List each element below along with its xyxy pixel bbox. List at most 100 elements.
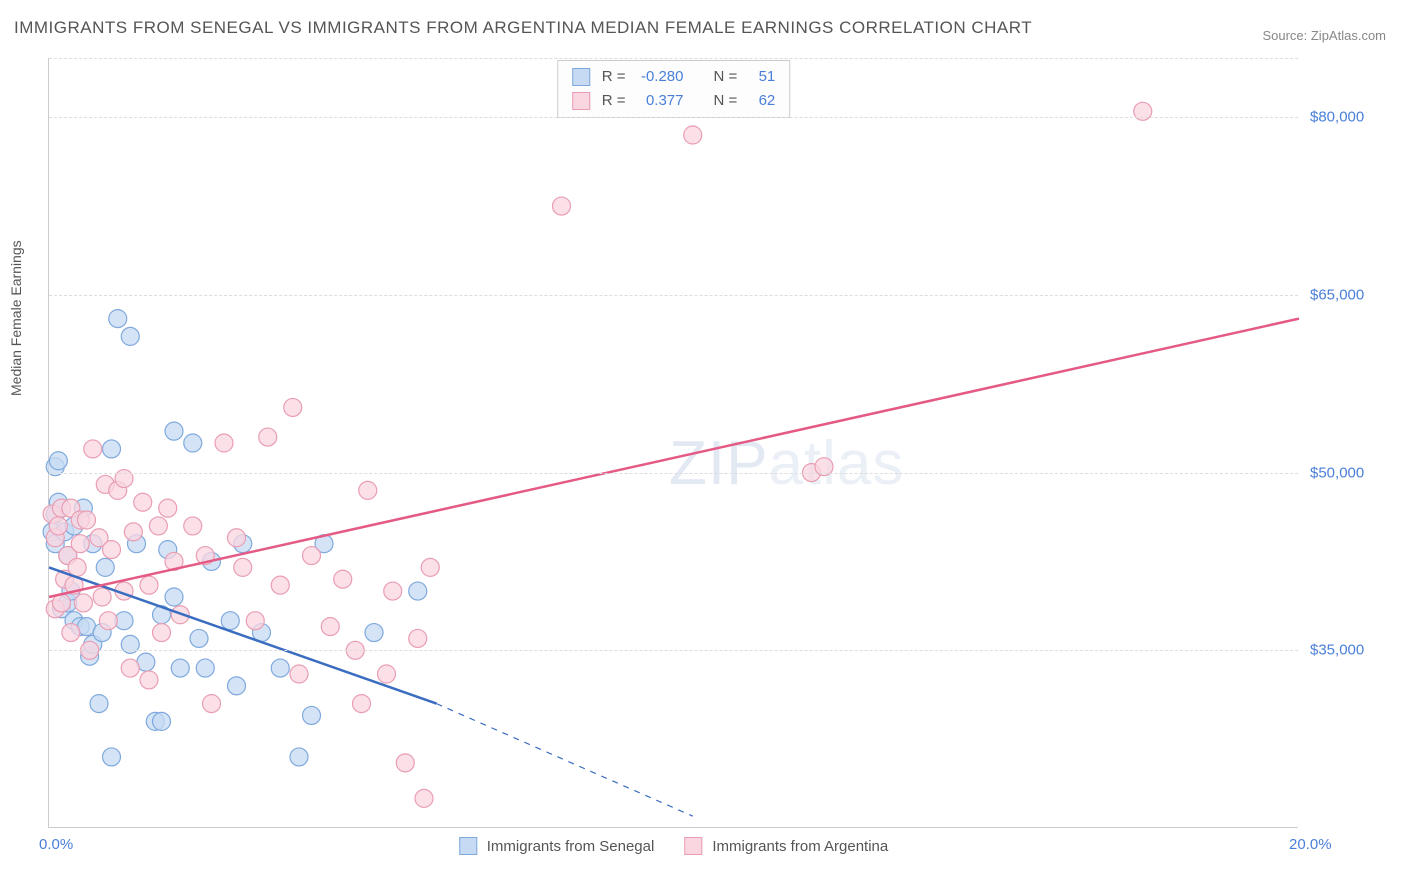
data-point-senegal bbox=[196, 659, 214, 677]
legend-stats-row-senegal: R = -0.280 N = 51 bbox=[572, 65, 776, 89]
data-point-argentina bbox=[99, 612, 117, 630]
data-point-argentina bbox=[415, 789, 433, 807]
n-value-argentina: 62 bbox=[745, 89, 775, 113]
data-point-argentina bbox=[421, 558, 439, 576]
swatch-senegal-icon bbox=[572, 68, 590, 86]
data-point-argentina bbox=[149, 517, 167, 535]
data-point-argentina bbox=[93, 588, 111, 606]
swatch-argentina-icon bbox=[572, 92, 590, 110]
y-tick-label: $50,000 bbox=[1310, 464, 1390, 481]
data-point-senegal bbox=[184, 434, 202, 452]
data-point-argentina bbox=[103, 541, 121, 559]
data-point-argentina bbox=[184, 517, 202, 535]
data-point-senegal bbox=[165, 422, 183, 440]
data-point-senegal bbox=[121, 327, 139, 345]
data-point-argentina bbox=[62, 624, 80, 642]
data-point-argentina bbox=[121, 659, 139, 677]
gridline bbox=[49, 650, 1298, 651]
data-point-argentina bbox=[259, 428, 277, 446]
data-point-argentina bbox=[234, 558, 252, 576]
data-point-argentina bbox=[228, 529, 246, 547]
data-point-argentina bbox=[353, 695, 371, 713]
data-point-argentina bbox=[553, 197, 571, 215]
legend-label-senegal: Immigrants from Senegal bbox=[487, 838, 655, 855]
legend-stats-row-argentina: R = 0.377 N = 62 bbox=[572, 89, 776, 113]
data-point-argentina bbox=[215, 434, 233, 452]
chart-title: IMMIGRANTS FROM SENEGAL VS IMMIGRANTS FR… bbox=[14, 18, 1032, 38]
data-point-senegal bbox=[165, 588, 183, 606]
data-point-senegal bbox=[303, 706, 321, 724]
data-point-argentina bbox=[84, 440, 102, 458]
data-point-senegal bbox=[103, 748, 121, 766]
data-point-senegal bbox=[228, 677, 246, 695]
data-point-argentina bbox=[384, 582, 402, 600]
y-axis-label: Median Female Earnings bbox=[8, 240, 24, 396]
legend-item-senegal: Immigrants from Senegal bbox=[459, 837, 655, 855]
legend-item-argentina: Immigrants from Argentina bbox=[684, 837, 888, 855]
data-point-senegal bbox=[190, 629, 208, 647]
data-point-argentina bbox=[74, 594, 92, 612]
data-point-senegal bbox=[49, 452, 67, 470]
n-label: N = bbox=[714, 89, 738, 113]
r-label: R = bbox=[602, 89, 626, 113]
gridline bbox=[49, 473, 1298, 474]
n-value-senegal: 51 bbox=[745, 65, 775, 89]
r-value-argentina: 0.377 bbox=[634, 89, 684, 113]
data-point-senegal bbox=[271, 659, 289, 677]
data-point-argentina bbox=[290, 665, 308, 683]
data-point-argentina bbox=[134, 493, 152, 511]
x-tick-label: 20.0% bbox=[1289, 836, 1332, 853]
swatch-argentina-icon bbox=[684, 837, 702, 855]
data-point-senegal bbox=[153, 712, 171, 730]
data-point-argentina bbox=[71, 535, 89, 553]
data-point-argentina bbox=[684, 126, 702, 144]
data-point-argentina bbox=[78, 511, 96, 529]
legend-stats-box: R = -0.280 N = 51 R = 0.377 N = 62 bbox=[557, 60, 791, 118]
gridline bbox=[49, 117, 1298, 118]
chart-plot-area: ZIPatlas R = -0.280 N = 51 R = 0.377 N =… bbox=[48, 58, 1298, 828]
y-tick-label: $35,000 bbox=[1310, 642, 1390, 659]
data-point-senegal bbox=[103, 440, 121, 458]
y-tick-label: $80,000 bbox=[1310, 109, 1390, 126]
data-point-argentina bbox=[396, 754, 414, 772]
data-point-argentina bbox=[334, 570, 352, 588]
x-tick-label: 0.0% bbox=[39, 836, 73, 853]
data-point-argentina bbox=[153, 624, 171, 642]
legend-series-box: Immigrants from Senegal Immigrants from … bbox=[459, 837, 888, 855]
scatter-plot-svg bbox=[49, 58, 1298, 827]
data-point-argentina bbox=[49, 517, 67, 535]
r-value-senegal: -0.280 bbox=[634, 65, 684, 89]
trend-line-dash-senegal bbox=[437, 704, 693, 817]
gridline bbox=[49, 58, 1298, 59]
data-point-senegal bbox=[90, 695, 108, 713]
data-point-argentina bbox=[246, 612, 264, 630]
data-point-senegal bbox=[409, 582, 427, 600]
data-point-senegal bbox=[171, 659, 189, 677]
data-point-argentina bbox=[140, 671, 158, 689]
data-point-senegal bbox=[365, 624, 383, 642]
data-point-argentina bbox=[68, 558, 86, 576]
data-point-argentina bbox=[159, 499, 177, 517]
data-point-senegal bbox=[290, 748, 308, 766]
data-point-argentina bbox=[359, 481, 377, 499]
data-point-argentina bbox=[303, 547, 321, 565]
data-point-argentina bbox=[124, 523, 142, 541]
legend-label-argentina: Immigrants from Argentina bbox=[712, 838, 888, 855]
data-point-senegal bbox=[109, 310, 127, 328]
trend-line-argentina bbox=[49, 319, 1299, 597]
data-point-senegal bbox=[96, 558, 114, 576]
data-point-argentina bbox=[409, 629, 427, 647]
data-point-argentina bbox=[271, 576, 289, 594]
data-point-senegal bbox=[221, 612, 239, 630]
data-point-argentina bbox=[284, 398, 302, 416]
data-point-argentina bbox=[203, 695, 221, 713]
data-point-argentina bbox=[140, 576, 158, 594]
source-attribution: Source: ZipAtlas.com bbox=[1262, 28, 1386, 43]
n-label: N = bbox=[714, 65, 738, 89]
gridline bbox=[49, 295, 1298, 296]
swatch-senegal-icon bbox=[459, 837, 477, 855]
r-label: R = bbox=[602, 65, 626, 89]
data-point-argentina bbox=[321, 618, 339, 636]
y-tick-label: $65,000 bbox=[1310, 286, 1390, 303]
data-point-argentina bbox=[378, 665, 396, 683]
